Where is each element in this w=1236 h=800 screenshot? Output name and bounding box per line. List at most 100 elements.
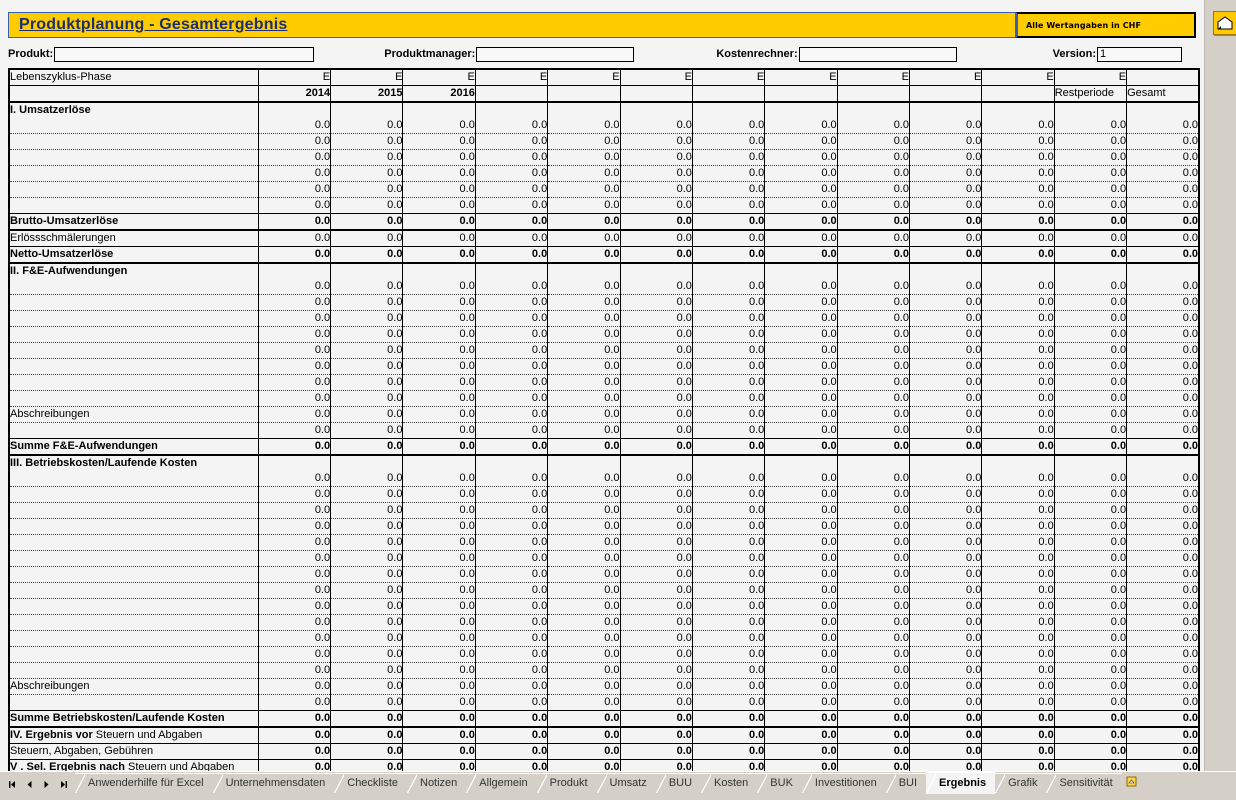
value-cell[interactable]: 0.0: [257, 486, 332, 503]
empty-cell[interactable]: [981, 102, 1055, 118]
value-cell[interactable]: 0.0: [619, 230, 693, 247]
value-cell[interactable]: 0.0: [330, 486, 404, 503]
empty-cell[interactable]: [981, 263, 1055, 279]
value-cell[interactable]: 0.0: [619, 294, 693, 311]
value-cell[interactable]: 0.0: [1053, 646, 1128, 663]
sheet-tab-buu[interactable]: BUU: [655, 773, 702, 793]
value-cell[interactable]: 0.0: [547, 550, 621, 567]
value-cell[interactable]: 0.0: [257, 582, 332, 599]
value-cell[interactable]: 0.0: [474, 550, 549, 567]
value-cell[interactable]: 0.0: [257, 550, 332, 567]
value-cell[interactable]: 0.0: [836, 165, 910, 182]
value-cell[interactable]: 0.0: [1126, 566, 1201, 583]
value-cell[interactable]: 0.0: [619, 598, 693, 615]
value-cell[interactable]: 0.0: [330, 310, 404, 327]
value-cell[interactable]: 0.0: [1053, 326, 1128, 343]
value-cell[interactable]: 0.0: [1053, 486, 1128, 503]
row-label[interactable]: [7, 133, 259, 150]
phase-cell[interactable]: E: [981, 68, 1055, 86]
value-cell[interactable]: 0.0: [764, 502, 838, 519]
empty-cell[interactable]: [1053, 455, 1128, 471]
value-cell[interactable]: 0.0: [547, 534, 621, 551]
value-cell[interactable]: 0.0: [764, 566, 838, 583]
phase-cell[interactable]: E: [691, 68, 766, 86]
value-cell[interactable]: 0.0: [619, 614, 693, 631]
row-label[interactable]: [7, 342, 259, 359]
sheet-tab-checkliste[interactable]: Checkliste: [334, 773, 407, 793]
value-cell[interactable]: 0.0: [474, 502, 549, 519]
value-cell[interactable]: 0.0: [257, 149, 332, 166]
value-cell[interactable]: 0.0: [1053, 213, 1128, 231]
value-cell[interactable]: 0.0: [908, 598, 983, 615]
phase-cell[interactable]: E: [330, 68, 404, 86]
value-cell[interactable]: 0.0: [619, 374, 693, 391]
value-cell[interactable]: 0.0: [547, 390, 621, 407]
value-cell[interactable]: 0.0: [691, 326, 766, 343]
empty-cell[interactable]: [547, 102, 621, 118]
value-cell[interactable]: 0.0: [1126, 422, 1201, 439]
value-cell[interactable]: 0.0: [330, 149, 404, 166]
value-cell[interactable]: 0.0: [764, 358, 838, 375]
value-cell[interactable]: 0.0: [1053, 759, 1128, 772]
value-cell[interactable]: 0.0: [474, 710, 549, 728]
value-cell[interactable]: 0.0: [1053, 118, 1128, 134]
value-cell[interactable]: 0.0: [547, 279, 621, 295]
value-cell[interactable]: 0.0: [981, 197, 1055, 214]
row-label[interactable]: [7, 118, 259, 134]
empty-cell[interactable]: [547, 263, 621, 279]
value-cell[interactable]: 0.0: [836, 694, 910, 711]
value-cell[interactable]: 0.0: [330, 342, 404, 359]
value-cell[interactable]: 0.0: [402, 438, 476, 456]
value-cell[interactable]: 0.0: [257, 438, 332, 456]
value-cell[interactable]: 0.0: [474, 197, 549, 214]
value-cell[interactable]: 0.0: [1053, 294, 1128, 311]
value-cell[interactable]: 0.0: [764, 630, 838, 647]
value-cell[interactable]: 0.0: [981, 246, 1055, 264]
value-cell[interactable]: 0.0: [764, 438, 838, 456]
value-cell[interactable]: 0.0: [402, 630, 476, 647]
row-label[interactable]: [7, 646, 259, 663]
value-cell[interactable]: 0.0: [547, 197, 621, 214]
value-cell[interactable]: 0.0: [547, 566, 621, 583]
value-cell[interactable]: 0.0: [1126, 726, 1201, 744]
value-cell[interactable]: 0.0: [330, 181, 404, 198]
value-cell[interactable]: 0.0: [691, 646, 766, 663]
value-cell[interactable]: 0.0: [402, 149, 476, 166]
value-cell[interactable]: 0.0: [836, 213, 910, 231]
value-cell[interactable]: 0.0: [981, 374, 1055, 391]
value-cell[interactable]: 0.0: [330, 726, 404, 744]
value-cell[interactable]: 0.0: [1053, 630, 1128, 647]
empty-cell[interactable]: [330, 102, 404, 118]
year-cell[interactable]: [691, 85, 766, 103]
value-cell[interactable]: 0.0: [1126, 246, 1201, 264]
value-cell[interactable]: 0.0: [1053, 181, 1128, 198]
value-cell[interactable]: 0.0: [691, 614, 766, 631]
value-cell[interactable]: 0.0: [547, 358, 621, 375]
value-cell[interactable]: 0.0: [402, 197, 476, 214]
value-cell[interactable]: 0.0: [836, 197, 910, 214]
value-cell[interactable]: 0.0: [547, 246, 621, 264]
value-cell[interactable]: 0.0: [981, 342, 1055, 359]
value-cell[interactable]: 0.0: [402, 246, 476, 264]
value-cell[interactable]: 0.0: [764, 694, 838, 711]
value-cell[interactable]: 0.0: [1053, 230, 1128, 247]
value-cell[interactable]: 0.0: [474, 342, 549, 359]
empty-cell[interactable]: [836, 263, 910, 279]
value-cell[interactable]: 0.0: [836, 390, 910, 407]
value-cell[interactable]: 0.0: [764, 582, 838, 599]
value-cell[interactable]: 0.0: [619, 149, 693, 166]
value-cell[interactable]: 0.0: [1126, 598, 1201, 615]
value-cell[interactable]: 0.0: [547, 759, 621, 772]
value-cell[interactable]: 0.0: [981, 759, 1055, 772]
value-cell[interactable]: 0.0: [257, 726, 332, 744]
value-cell[interactable]: 0.0: [257, 694, 332, 711]
empty-cell[interactable]: [764, 455, 838, 471]
value-cell[interactable]: 0.0: [981, 710, 1055, 728]
value-cell[interactable]: 0.0: [402, 294, 476, 311]
value-cell[interactable]: 0.0: [1126, 743, 1201, 760]
value-cell[interactable]: 0.0: [474, 181, 549, 198]
row-label[interactable]: [7, 694, 259, 711]
value-cell[interactable]: 0.0: [691, 502, 766, 519]
value-cell[interactable]: 0.0: [836, 759, 910, 772]
value-cell[interactable]: 0.0: [836, 149, 910, 166]
